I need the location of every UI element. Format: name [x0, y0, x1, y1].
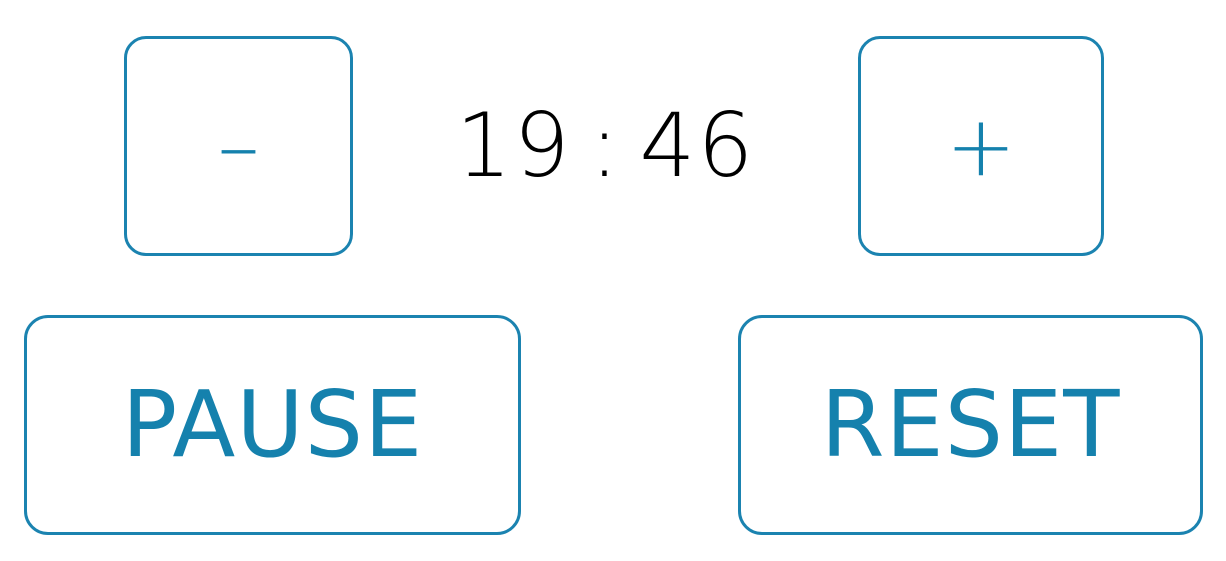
increment-button[interactable]: + [858, 36, 1104, 256]
timer-display: 19 : 46 [353, 96, 858, 196]
plus-icon: + [945, 97, 1017, 195]
reset-button[interactable]: RESET [738, 315, 1203, 535]
timer-separator: : [589, 94, 622, 197]
pause-button[interactable]: PAUSE [24, 315, 521, 535]
reset-button-label: RESET [820, 371, 1121, 478]
decrement-button[interactable]: – [124, 36, 353, 256]
timer-seconds: 46 [639, 94, 756, 197]
timer-minutes: 19 [455, 94, 572, 197]
minus-icon: – [217, 97, 260, 195]
pause-button-label: PAUSE [121, 371, 424, 478]
